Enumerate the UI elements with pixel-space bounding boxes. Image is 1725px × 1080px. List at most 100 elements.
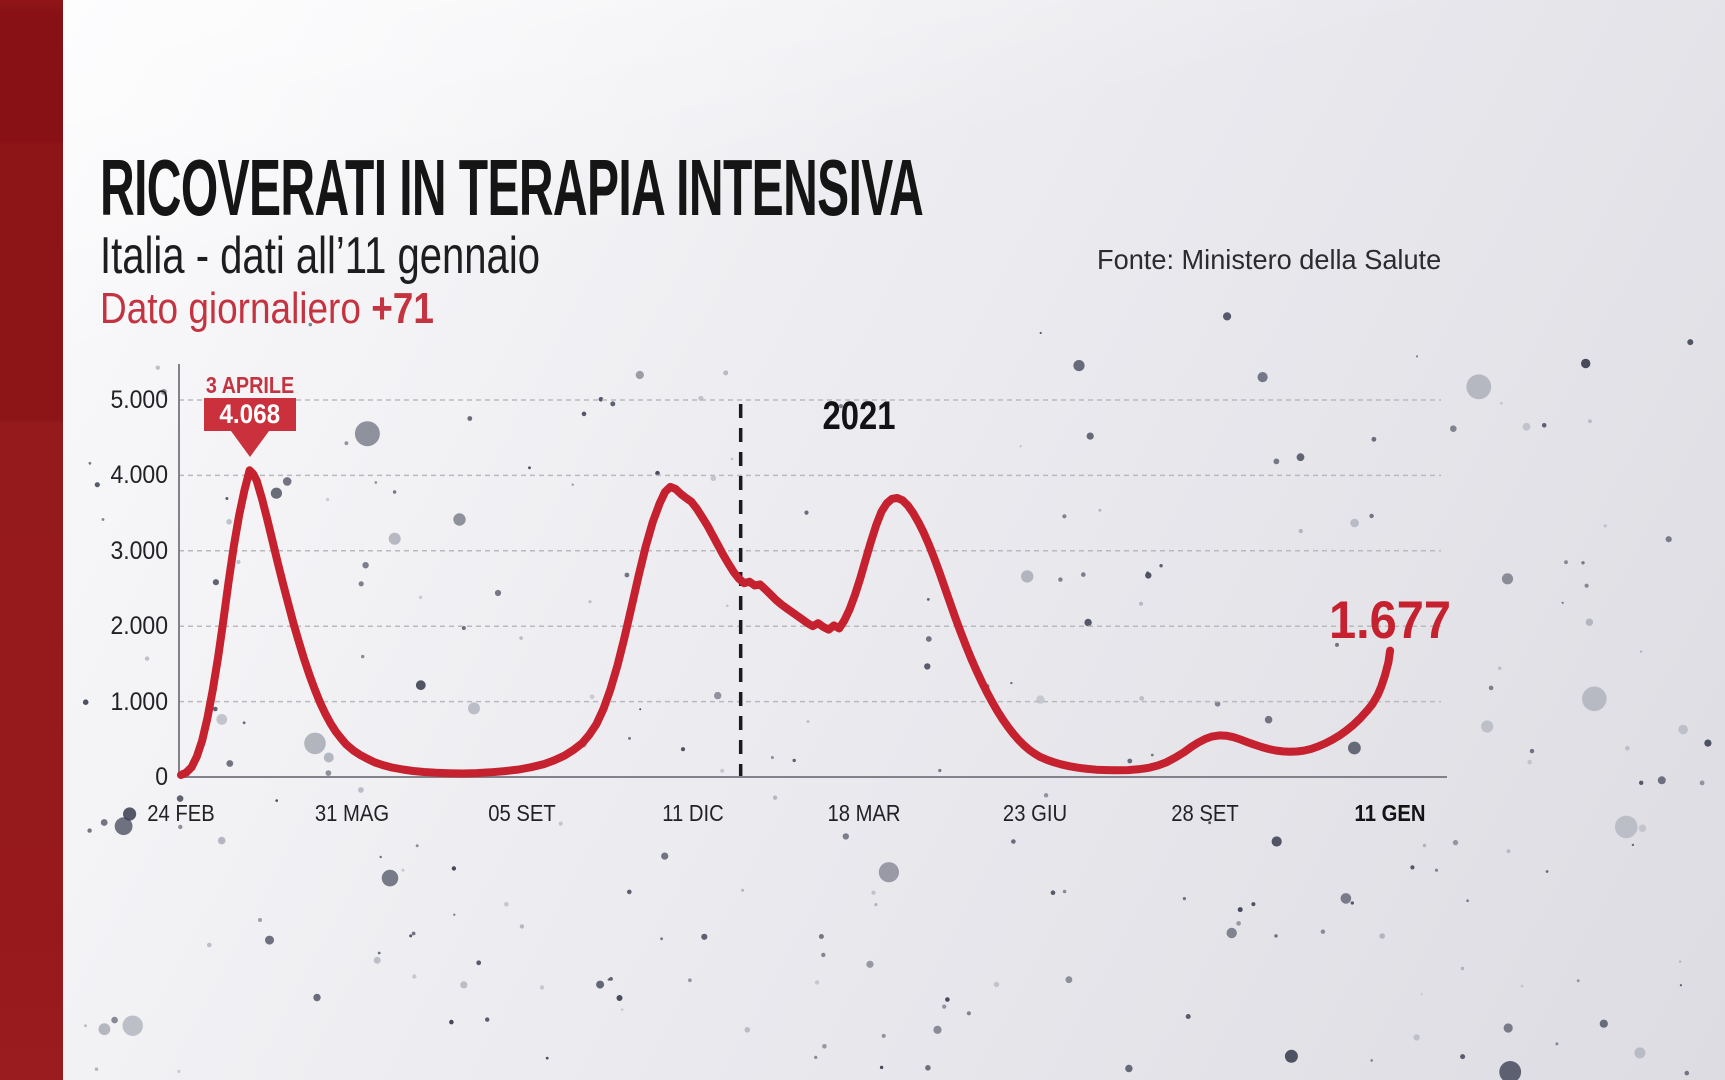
decorative-dot [866,960,874,968]
decorative-dot [1684,1070,1690,1076]
decorative-dot [325,770,332,776]
decorative-dot [1545,870,1549,873]
decorative-dot [720,768,725,773]
decorative-dot [1466,899,1469,902]
decorative-dot [451,866,457,871]
decorative-dot [620,1008,624,1011]
decorative-dot [1273,458,1280,465]
decorative-dot [1541,423,1547,428]
decorative-dot [362,562,369,569]
decorative-dot [1522,422,1531,431]
decorative-dot [1043,793,1049,798]
decorative-dot [111,1016,118,1024]
brand-sidebar [0,0,63,1080]
decorative-dot [1420,993,1423,996]
decorative-dot [1264,715,1273,724]
decorative-dot [1125,1064,1133,1073]
decorative-dot [723,370,729,376]
decorative-dot [1237,907,1243,913]
decorative-dot [1678,724,1688,735]
decorative-dot [460,981,468,989]
decorative-dot [1581,561,1585,565]
decorative-dot [1369,513,1374,519]
decorative-dot [1564,560,1568,565]
decorative-dot [1340,893,1352,904]
decorative-dot [323,752,334,763]
decorative-dot [1182,897,1186,901]
decorative-dot [388,532,401,545]
decorative-dot [1466,374,1492,400]
decorative-dot [373,956,381,964]
decorative-dot [792,758,796,763]
decorative-dot [1271,836,1282,847]
decorative-dot [1500,401,1503,405]
decorative-dot [878,862,900,883]
decorative-dot [924,663,931,670]
icu-trend-line [177,466,1395,779]
decorative-dot [100,819,108,826]
decorative-dot [258,918,262,922]
decorative-dot [216,714,228,725]
decorative-dot [966,1011,972,1016]
decorative-dot [1226,927,1237,939]
decorative-dot [1159,564,1163,568]
decorative-dot [411,931,416,936]
decorative-dot [449,1019,454,1025]
decorative-dot [1460,1054,1466,1060]
decorative-dot [1529,748,1535,754]
decorative-dot [144,656,150,661]
decorative-dot [504,902,509,907]
decorative-dot [1370,1059,1373,1062]
decorative-dot [842,833,849,840]
decorative-dot [212,579,219,586]
decorative-dot [519,924,525,929]
decorative-dot [453,913,456,916]
decorative-dot [1481,720,1494,733]
decorative-dot [1011,839,1016,844]
decorative-dot [680,747,686,752]
decorative-dot [358,787,364,793]
decorative-dot [415,844,419,848]
decorative-dot [1561,601,1564,604]
decorative-dot [1434,868,1439,872]
decorative-dot [628,736,631,740]
decorative-dot [881,1033,886,1038]
decorative-dot [377,951,381,955]
decorative-dot [610,401,616,407]
decorative-dot [1520,984,1524,988]
decorative-dot [770,756,774,759]
decorative-dot [519,636,523,640]
decorative-dot [871,890,876,895]
decorative-dot [1320,929,1326,934]
decorative-dot [1251,902,1256,907]
decorative-dot [494,589,502,597]
decorative-dot [661,852,669,860]
decorative-dot [1506,849,1511,854]
decorative-dot [822,1044,827,1049]
decorative-dot [655,470,660,476]
decorative-dot [1599,1019,1608,1028]
decorative-dot [926,598,930,601]
decorative-dot [589,694,595,700]
decorative-dot [1498,666,1502,670]
decorative-dot [1450,425,1457,433]
decorative-dot [588,600,592,604]
decorative-dot [88,461,92,465]
decorative-dot [1634,1047,1646,1059]
decorative-dot [1208,821,1211,825]
decorative-dot [1555,1042,1559,1046]
decorative-dot [379,855,382,859]
decorative-dot [1410,865,1415,870]
decorative-dot [714,691,722,700]
decorative-dot [688,978,692,983]
decorative-dot [374,481,378,484]
decorative-dot [401,868,405,872]
decorative-dot [925,1065,931,1071]
decorative-dot [616,995,623,1001]
decorative-dot [1625,746,1630,751]
decorative-dot [1576,979,1580,983]
decorative-dot [461,626,466,630]
decorative-dot [772,795,778,800]
decorative-dot [1452,839,1459,846]
